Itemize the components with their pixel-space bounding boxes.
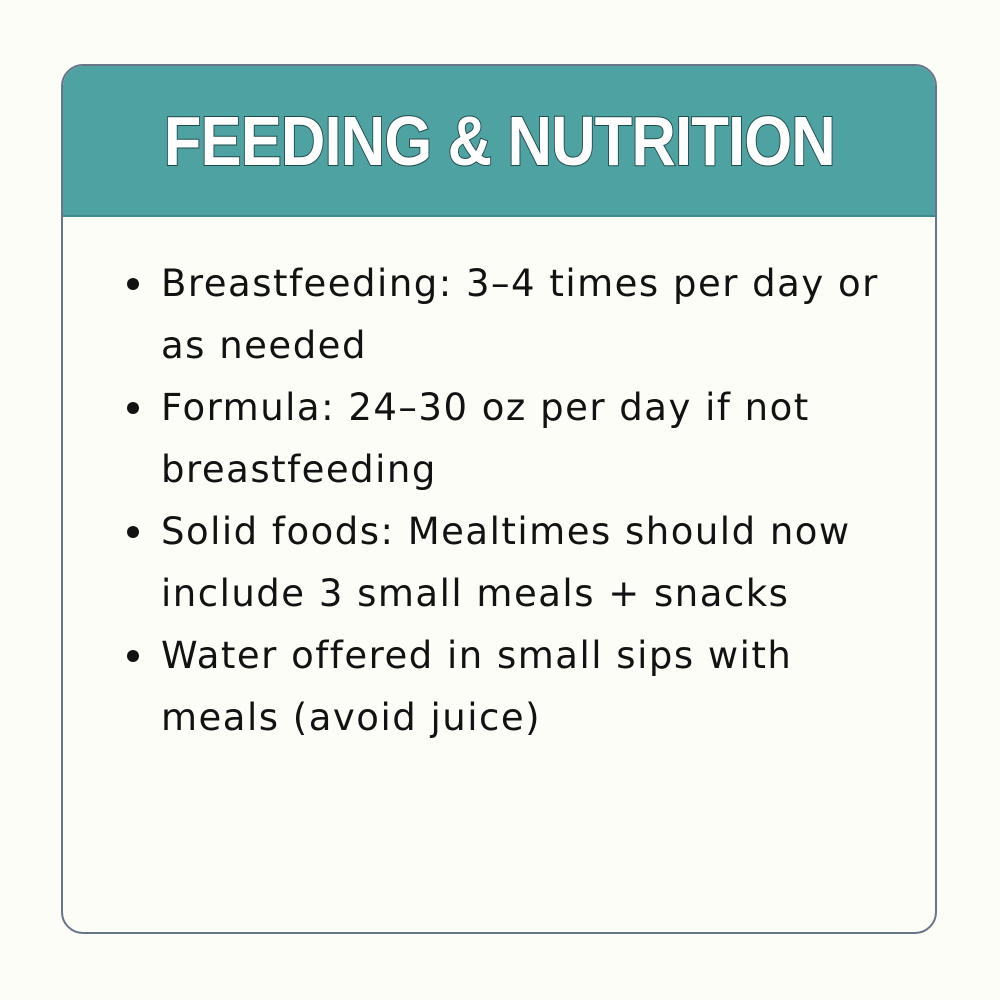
bullet-list: Breastfeeding: 3–4 times per day or as n… xyxy=(123,253,895,749)
card-header: FEEDING & NUTRITION xyxy=(63,66,935,217)
card-title: FEEDING & NUTRITION xyxy=(163,101,837,181)
bullet-text: Water offered in small sips with meals (… xyxy=(161,634,793,739)
bullet-item-breastfeeding: Breastfeeding: 3–4 times per day or as n… xyxy=(123,253,895,377)
bullet-item-formula: Formula: 24–30 oz per day if not breastf… xyxy=(123,377,895,501)
feeding-nutrition-card: FEEDING & NUTRITION Breastfeeding: 3–4 t… xyxy=(61,64,937,934)
bullet-icon xyxy=(127,650,139,662)
bullet-text: Solid foods: Mealtimes should now includ… xyxy=(161,510,851,615)
bullet-item-solid-foods: Solid foods: Mealtimes should now includ… xyxy=(123,501,895,625)
card-body: Breastfeeding: 3–4 times per day or as n… xyxy=(63,217,935,749)
bullet-text: Breastfeeding: 3–4 times per day or as n… xyxy=(161,262,879,367)
bullet-icon xyxy=(127,402,139,414)
bullet-icon xyxy=(127,526,139,538)
bullet-item-water: Water offered in small sips with meals (… xyxy=(123,625,895,749)
bullet-text: Formula: 24–30 oz per day if not breastf… xyxy=(161,386,810,491)
bullet-icon xyxy=(127,278,139,290)
